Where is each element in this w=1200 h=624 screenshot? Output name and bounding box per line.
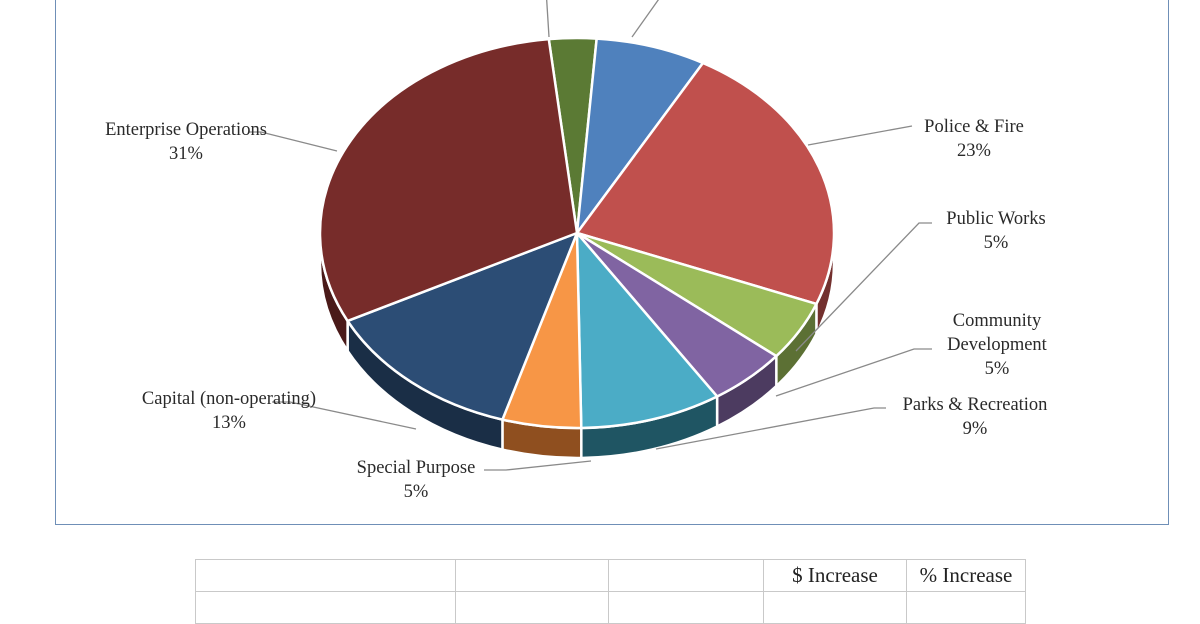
slice-label-public-works: Public Works 5% [946,209,1045,253]
slice-label-police-fire: Police & Fire 23% [924,117,1024,161]
leader-line-capital-non-operating-7 [272,401,417,430]
pie-chart: Police & Fire 23% Public Works 5% Community D… [105,0,1048,502]
pie-slice-enterprise-operations-8 [318,37,579,323]
slice-labels: Police & Fire 23% Public Works 5% Community D… [105,117,1048,502]
pie-slice-police-fire-2 [575,61,836,306]
leader-line-unlabeled-0 [546,0,550,38]
summary-table: $ Increase % Increase [195,559,1026,624]
table-header-cell [195,559,456,592]
leader-line-special-purpose-6 [484,460,592,471]
table-cell [195,591,456,624]
table-row: $ Increase % Increase [195,559,1026,592]
slice-label-capital-non-operating: Capital (non-operating) 13% [142,389,316,433]
table-cell [906,591,1026,624]
slice-label-parks-recreation: Parks & Recreation 9% [903,395,1048,439]
table-row [195,591,1026,624]
pie-slice-capital-non-operating-7 [346,231,579,421]
table-cell [763,591,907,624]
slice-label-community-development: Community Development 5% [947,311,1048,379]
leader-line-enterprise-operations-8 [249,131,338,152]
slice-label-special-purpose: Special Purpose 5% [357,458,476,502]
leader-line-police-fire-2 [807,125,913,146]
slice-label-enterprise-operations: Enterprise Operations 31% [105,120,267,164]
leader-line-public-works-3 [795,222,932,352]
table-cell [608,591,764,624]
leader-line-unlabeled-1 [631,0,660,38]
table-cell [455,591,609,624]
pie-sides [318,232,836,460]
pie-slice-parks-recreation-5 [575,231,719,430]
leader-line-parks-recreation-5 [655,407,886,450]
pie-tops [318,36,836,430]
leader-lines [249,0,932,471]
table-header-cell [455,559,609,592]
table-header-cell: % Increase [906,559,1026,592]
table-header-cell [608,559,764,592]
leader-line-community-development-4 [775,348,932,397]
table-header-cell: $ Increase [763,559,907,592]
chart-area: Police & Fire 23% Public Works 5% Community D… [55,0,1169,525]
pie-slice-unlabeled-1 [575,37,705,235]
